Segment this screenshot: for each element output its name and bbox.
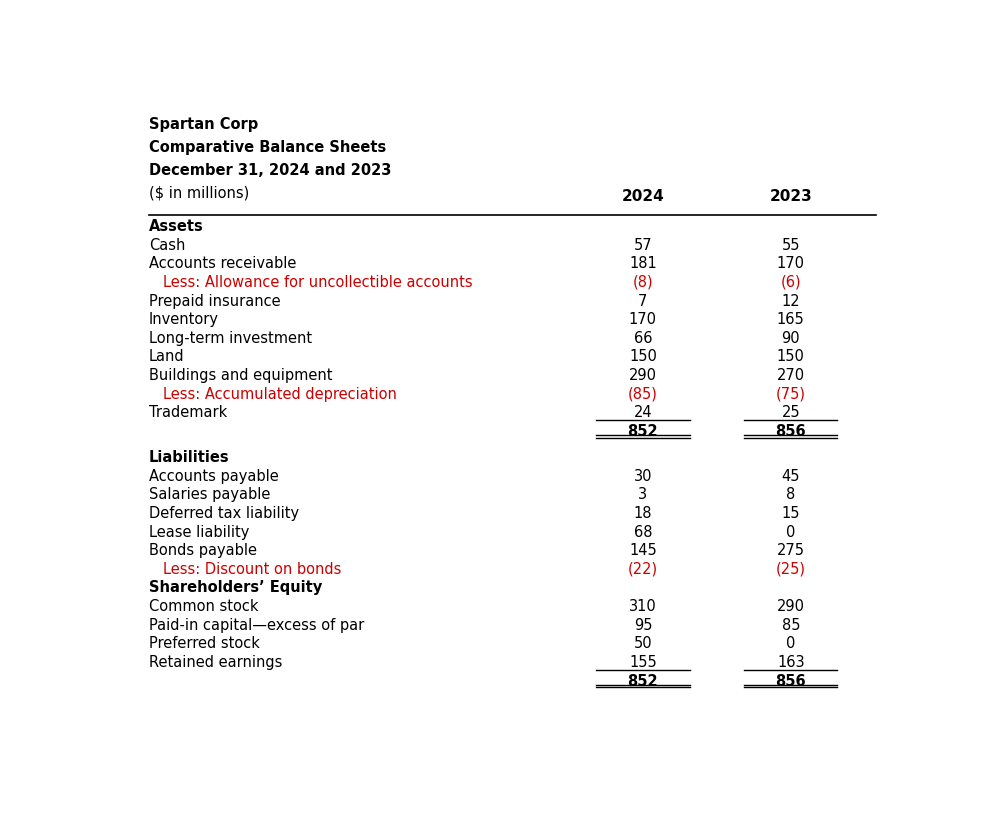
Text: 852: 852: [627, 672, 658, 688]
Text: 150: 150: [628, 349, 656, 364]
Text: 165: 165: [776, 312, 803, 327]
Text: 2023: 2023: [768, 188, 811, 203]
Text: 55: 55: [780, 238, 799, 252]
Text: Common stock: Common stock: [148, 599, 258, 613]
Text: Less: Accumulated depreciation: Less: Accumulated depreciation: [162, 387, 396, 401]
Text: 45: 45: [780, 468, 799, 483]
Text: 150: 150: [776, 349, 804, 364]
Text: (8): (8): [632, 274, 653, 290]
Text: Bonds payable: Bonds payable: [148, 542, 257, 558]
Text: ($ in millions): ($ in millions): [148, 185, 249, 201]
Text: 290: 290: [776, 599, 804, 613]
Text: Land: Land: [148, 349, 185, 364]
Text: Assets: Assets: [148, 219, 204, 233]
Text: (25): (25): [775, 561, 805, 576]
Text: (6): (6): [779, 274, 800, 290]
Text: 856: 856: [774, 672, 805, 688]
Text: 170: 170: [628, 312, 656, 327]
Text: Spartan Corp: Spartan Corp: [148, 117, 258, 132]
Text: 145: 145: [629, 542, 656, 558]
Text: Liabilities: Liabilities: [148, 450, 230, 464]
Text: Preferred stock: Preferred stock: [148, 636, 260, 650]
Text: Deferred tax liability: Deferred tax liability: [148, 505, 299, 520]
Text: Inventory: Inventory: [148, 312, 219, 327]
Text: Accounts receivable: Accounts receivable: [148, 256, 296, 271]
Text: Prepaid insurance: Prepaid insurance: [148, 293, 280, 308]
Text: Retained earnings: Retained earnings: [148, 654, 282, 669]
Text: 3: 3: [638, 486, 647, 502]
Text: Lease liability: Lease liability: [148, 524, 249, 539]
Text: 290: 290: [628, 368, 656, 382]
Text: 50: 50: [633, 636, 652, 650]
Text: 12: 12: [780, 293, 799, 308]
Text: 852: 852: [627, 423, 658, 438]
Text: Accounts payable: Accounts payable: [148, 468, 278, 483]
Text: 18: 18: [633, 505, 652, 520]
Text: Trademark: Trademark: [148, 405, 227, 420]
Text: 15: 15: [780, 505, 799, 520]
Text: 8: 8: [785, 486, 794, 502]
Text: 30: 30: [633, 468, 652, 483]
Text: 0: 0: [785, 636, 794, 650]
Text: 95: 95: [633, 617, 652, 632]
Text: 310: 310: [629, 599, 656, 613]
Text: 270: 270: [776, 368, 804, 382]
Text: 275: 275: [776, 542, 804, 558]
Text: 0: 0: [785, 524, 794, 539]
Text: Shareholders’ Equity: Shareholders’ Equity: [148, 580, 322, 595]
Text: 57: 57: [633, 238, 652, 252]
Text: Comparative Balance Sheets: Comparative Balance Sheets: [148, 140, 386, 155]
Text: 66: 66: [633, 330, 652, 346]
Text: (75): (75): [775, 387, 805, 401]
Text: 2024: 2024: [621, 188, 664, 203]
Text: 90: 90: [780, 330, 799, 346]
Text: 170: 170: [776, 256, 804, 271]
Text: 7: 7: [638, 293, 647, 308]
Text: 155: 155: [629, 654, 656, 669]
Text: 163: 163: [776, 654, 803, 669]
Text: 25: 25: [780, 405, 799, 420]
Text: 24: 24: [633, 405, 652, 420]
Text: 85: 85: [780, 617, 799, 632]
Text: Long-term investment: Long-term investment: [148, 330, 312, 346]
Text: 856: 856: [774, 423, 805, 438]
Text: 68: 68: [633, 524, 652, 539]
Text: Cash: Cash: [148, 238, 185, 252]
Text: Less: Allowance for uncollectible accounts: Less: Allowance for uncollectible accoun…: [162, 274, 472, 290]
Text: 181: 181: [629, 256, 656, 271]
Text: (85): (85): [627, 387, 657, 401]
Text: Less: Discount on bonds: Less: Discount on bonds: [162, 561, 341, 576]
Text: Paid-in capital—excess of par: Paid-in capital—excess of par: [148, 617, 364, 632]
Text: Salaries payable: Salaries payable: [148, 486, 270, 502]
Text: (22): (22): [627, 561, 657, 576]
Text: December 31, 2024 and 2023: December 31, 2024 and 2023: [148, 163, 391, 178]
Text: Buildings and equipment: Buildings and equipment: [148, 368, 332, 382]
